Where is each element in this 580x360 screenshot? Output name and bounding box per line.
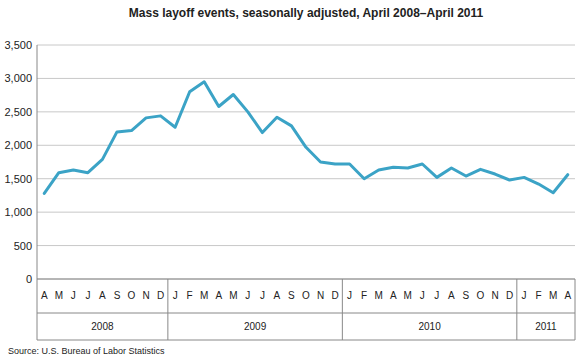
grid-line [37, 245, 575, 246]
group-divider [37, 340, 575, 341]
source: Source: U.S. Bureau of Labor Statistics [8, 346, 165, 356]
y-axis [37, 45, 38, 279]
x-axis [37, 279, 575, 280]
group-separator [516, 279, 517, 340]
group-separator [575, 279, 576, 340]
y-tick-label: 2,500 [4, 106, 32, 118]
x-tick-label: O [477, 290, 485, 301]
group-separator [167, 279, 168, 340]
x-tick-label: J [71, 290, 76, 301]
x-tick-label: F [536, 290, 542, 301]
series-line [44, 82, 567, 194]
x-tick-label: M [404, 290, 412, 301]
x-tick-label: F [187, 290, 193, 301]
y-tick-label: 1,000 [4, 206, 32, 218]
x-tick-label: J [522, 290, 527, 301]
grid-line [37, 178, 575, 179]
x-tick-label: A [215, 290, 222, 301]
x-tick-label: J [85, 290, 90, 301]
x-tick-label: J [420, 290, 425, 301]
x-tick-label: S [288, 290, 295, 301]
group-divider [37, 313, 575, 314]
x-tick-label: F [361, 290, 367, 301]
x-tick-label: A [390, 290, 397, 301]
x-tick-label: A [448, 290, 455, 301]
x-tick-label: M [375, 290, 383, 301]
grid-line [37, 111, 575, 112]
x-tick-label: O [302, 290, 310, 301]
x-tick-label: S [463, 290, 470, 301]
x-tick-label: D [506, 290, 513, 301]
year-label: 2010 [418, 321, 441, 332]
x-tick-label: D [331, 290, 338, 301]
x-tick-label: N [491, 290, 498, 301]
plot-area [44, 82, 567, 194]
y-tick-label: 3,500 [4, 39, 32, 51]
title: Mass layoff events, seasonally adjusted,… [129, 6, 484, 20]
x-tick-label: M [229, 290, 237, 301]
chart: Mass layoff events, seasonally adjusted,… [0, 0, 580, 360]
x-tick-label: O [128, 290, 136, 301]
x-tick-label: A [564, 290, 571, 301]
x-tick-label: N [142, 290, 149, 301]
x-tick-label: A [41, 290, 48, 301]
group-separator [342, 279, 343, 340]
x-tick-label: M [55, 290, 63, 301]
x-tick-label: J [245, 290, 250, 301]
year-label: 2011 [535, 321, 557, 332]
x-tick-label: J [173, 290, 178, 301]
x-tick-label: A [99, 290, 106, 301]
x-tick-label: J [347, 290, 352, 301]
x-tick-label: D [157, 290, 164, 301]
y-tick-label: 0 [26, 273, 32, 285]
y-tick-label: 500 [14, 240, 32, 252]
x-tick-label: N [317, 290, 324, 301]
y-tick-label: 3,000 [4, 72, 32, 84]
x-tick-label: A [274, 290, 281, 301]
grid-line [37, 212, 575, 213]
y-tick-label: 1,500 [4, 173, 32, 185]
year-label: 2008 [91, 321, 114, 332]
x-tick-label: J [260, 290, 265, 301]
grid-line [37, 45, 575, 46]
year-label: 2009 [244, 321, 267, 332]
x-tick-label: M [200, 290, 208, 301]
y-tick-label: 2,000 [4, 139, 32, 151]
grid-line [37, 78, 575, 79]
x-tick-label: S [114, 290, 121, 301]
grid-line [37, 279, 575, 280]
group-separator [37, 279, 38, 340]
x-tick-label: M [549, 290, 557, 301]
x-tick-label: J [434, 290, 439, 301]
